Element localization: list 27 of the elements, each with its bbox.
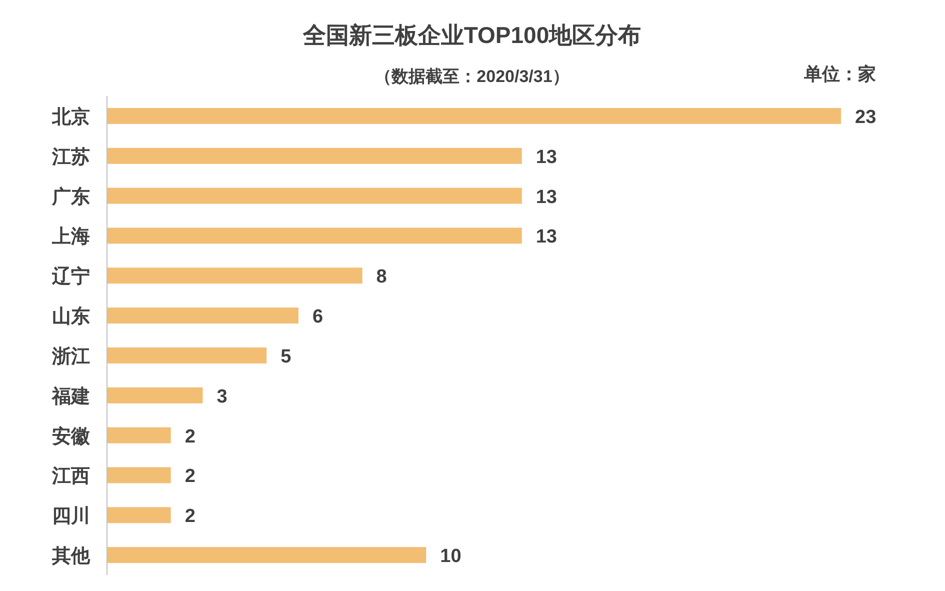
data-label: 3 <box>216 386 228 408</box>
category-label: 辽宁 <box>52 266 90 288</box>
data-label: 6 <box>312 306 324 328</box>
data-label: 13 <box>536 146 557 168</box>
data-label: 2 <box>184 466 196 488</box>
data-label: 8 <box>376 266 387 288</box>
data-label: 2 <box>184 426 196 448</box>
data-label: 23 <box>855 106 876 128</box>
category-label: 北京 <box>52 106 90 128</box>
data-label: 10 <box>440 546 462 568</box>
category-label: 福建 <box>52 386 90 408</box>
category-label: 山东 <box>52 306 90 328</box>
category-label: 上海 <box>52 226 90 248</box>
annotation: 单位：家 <box>804 64 876 84</box>
data-label: 13 <box>536 226 557 248</box>
category-label: 四川 <box>52 506 90 528</box>
data-label: 2 <box>184 506 196 528</box>
title: 全国新三板企业TOP100地区分布 <box>302 22 642 48</box>
category-label: 浙江 <box>52 346 90 368</box>
data-label: 5 <box>280 346 292 368</box>
category-label: 江苏 <box>52 146 90 168</box>
category-label: 广东 <box>52 186 90 208</box>
category-label: 安徽 <box>52 426 90 448</box>
data-label: 13 <box>536 186 557 208</box>
subtitle: （数据截至：2020/3/31） <box>374 67 570 86</box>
category-label: 其他 <box>52 546 90 568</box>
category-label: 江西 <box>52 466 90 488</box>
